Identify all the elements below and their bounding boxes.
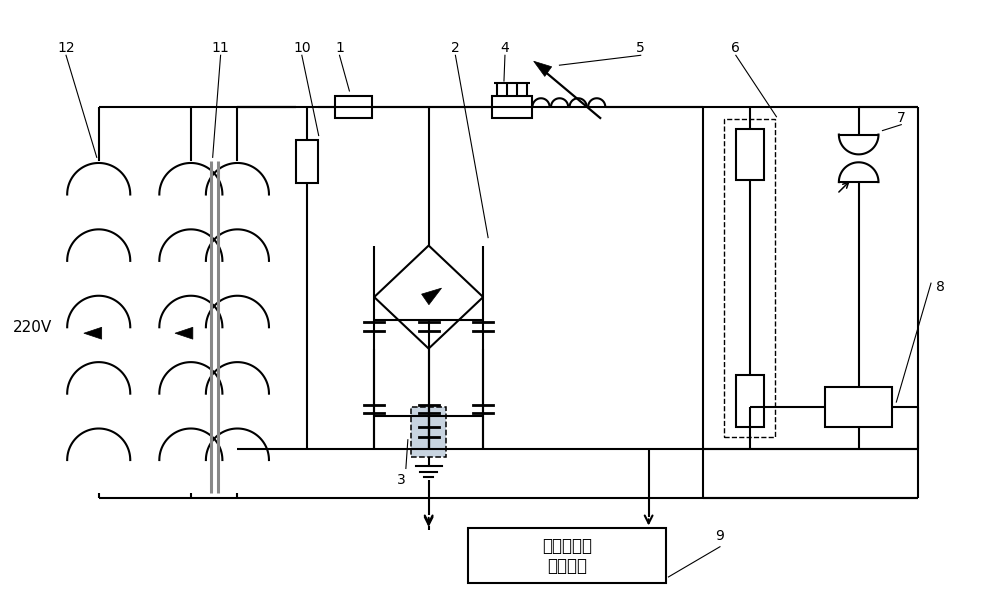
- Text: 12: 12: [57, 41, 75, 55]
- Text: 9: 9: [716, 529, 724, 543]
- Bar: [492, 96, 532, 118]
- Bar: [724, 119, 775, 437]
- Polygon shape: [175, 327, 193, 339]
- Text: 控制单元: 控制单元: [547, 557, 587, 575]
- Bar: [411, 407, 446, 457]
- Bar: [825, 387, 892, 427]
- Text: 10: 10: [293, 41, 311, 55]
- Text: 1: 1: [335, 41, 344, 55]
- Text: 7: 7: [897, 111, 906, 125]
- Text: 3: 3: [397, 474, 405, 488]
- Text: 5: 5: [636, 41, 645, 55]
- Text: 11: 11: [212, 41, 229, 55]
- Text: 6: 6: [731, 41, 740, 55]
- Bar: [736, 375, 764, 427]
- Text: 8: 8: [936, 280, 945, 294]
- Text: 220V: 220V: [13, 320, 52, 335]
- Text: 信号采集与: 信号采集与: [542, 537, 592, 555]
- Bar: [468, 528, 666, 583]
- Bar: [296, 140, 318, 183]
- Bar: [736, 129, 764, 180]
- Text: 2: 2: [451, 41, 460, 55]
- Text: 4: 4: [501, 41, 509, 55]
- Bar: [335, 96, 372, 118]
- Polygon shape: [534, 61, 552, 76]
- Polygon shape: [84, 327, 102, 339]
- Polygon shape: [422, 288, 442, 305]
